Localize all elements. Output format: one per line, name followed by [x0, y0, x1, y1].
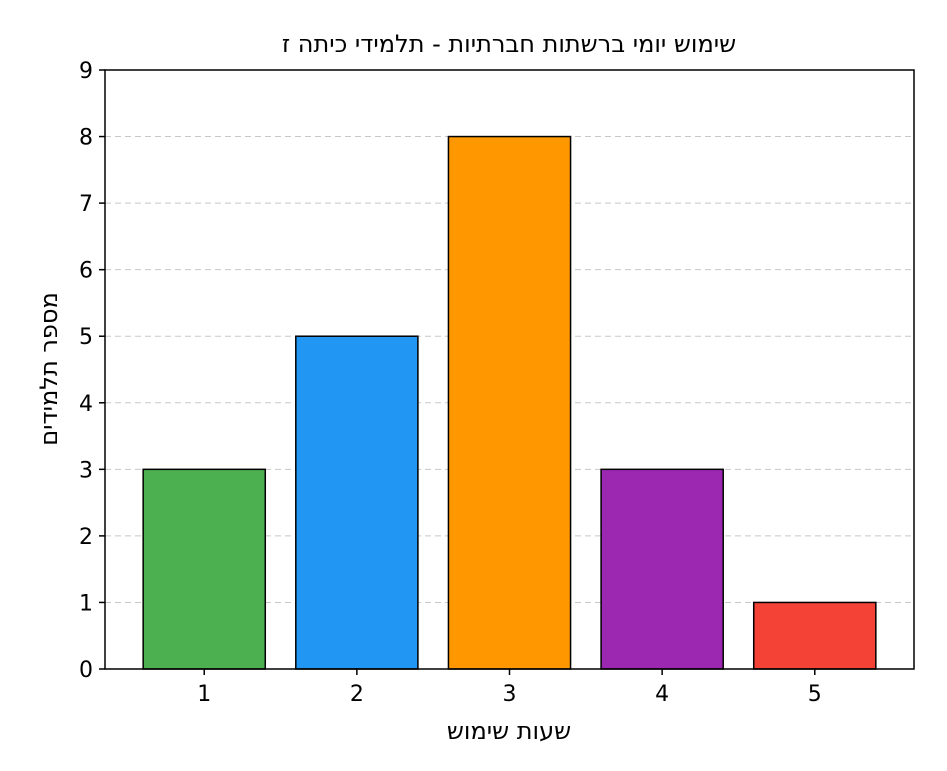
bar [295, 335, 419, 670]
bar [752, 601, 877, 670]
x-axis: 1 2 3 4 5 [197, 669, 822, 707]
y-tick-label: 4 [79, 392, 93, 417]
y-tick-label: 1 [79, 591, 93, 616]
y-tick-label: 7 [79, 192, 93, 217]
bars [142, 135, 877, 670]
y-tick-label: 2 [79, 525, 93, 550]
y-tick-label: 9 [79, 59, 93, 84]
y-tick-label: 3 [79, 458, 93, 483]
x-tick-label: 1 [197, 682, 211, 707]
x-tick-label: 2 [350, 682, 364, 707]
y-axis: 0 1 2 3 4 5 6 7 8 9 [79, 59, 105, 683]
y-tick-label: 6 [79, 259, 93, 284]
x-tick-label: 3 [503, 682, 517, 707]
y-tick-label: 0 [79, 658, 93, 683]
bar [142, 468, 267, 670]
bar [447, 135, 572, 670]
chart-title: שימוש יומי ברשתות חברתיות - תלמידי כיתה … [282, 30, 736, 58]
bar [600, 468, 724, 670]
y-tick-label: 8 [79, 126, 93, 151]
x-tick-label: 4 [655, 682, 669, 707]
x-axis-label: שעות שימוש [447, 717, 571, 745]
y-tick-label: 5 [79, 325, 93, 350]
x-tick-label: 5 [808, 682, 822, 707]
y-axis-label: מספר תלמידים [35, 292, 63, 446]
